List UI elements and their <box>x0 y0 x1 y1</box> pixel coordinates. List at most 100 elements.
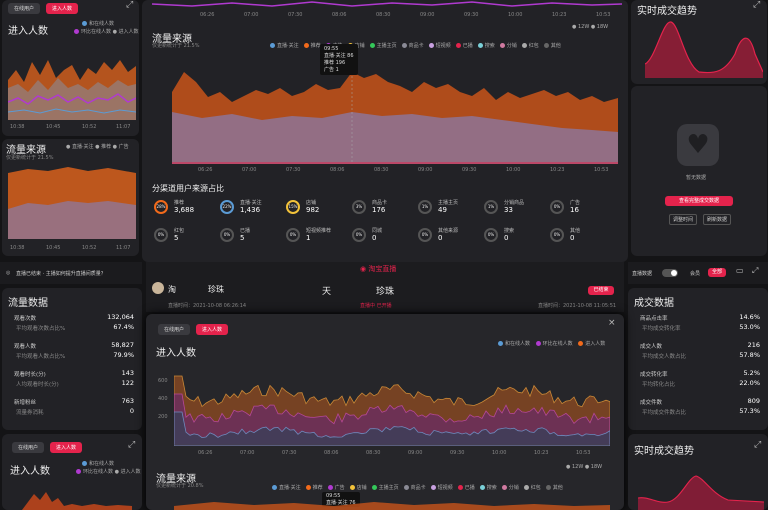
legend-enter: 环比在线人数 ● 进入人数 <box>76 468 141 475</box>
legend-item[interactable]: 短视频 <box>430 485 453 491</box>
x-tick: 06:26 <box>200 12 215 18</box>
modal-title: 进入人数 <box>156 348 196 359</box>
legend-item[interactable]: 红包 <box>521 43 539 49</box>
legend-item[interactable]: 搜索 <box>477 43 495 49</box>
x-tick: 10:52 <box>82 245 97 251</box>
x-tick: 10:45 <box>46 245 61 251</box>
legend-item[interactable]: 推荐 <box>305 485 323 491</box>
live-data-label: 直播数据 <box>632 271 653 277</box>
x-tick: 10:53 <box>576 450 591 456</box>
x-tick: 10:38 <box>10 124 25 130</box>
toggle-switch[interactable] <box>662 269 678 277</box>
store-time: 直播时间：2021-10-08 11:05:51 <box>538 303 617 309</box>
legend-item[interactable]: 商品卡 <box>401 43 424 49</box>
x-tick: 07:30 <box>286 167 301 173</box>
expand-icon[interactable]: ⤢ <box>753 0 761 10</box>
tab-enter[interactable]: 进入人数 <box>196 324 229 335</box>
source-ring <box>220 228 234 242</box>
tab-live-user[interactable]: 在线用户 <box>12 442 45 453</box>
close-icon[interactable]: × <box>608 318 616 328</box>
legend-enter: 环比在线人数 ● 进入人数 <box>74 28 139 35</box>
x-tick: 11:07 <box>116 245 131 251</box>
expand-icon[interactable]: ⤢ <box>754 440 762 450</box>
legend-item[interactable]: 主播主页 <box>369 43 397 49</box>
source-value: 3,688 <box>174 206 195 214</box>
legend-item[interactable]: 商品卡 <box>403 485 426 491</box>
expand-icon[interactable]: ⤢ <box>128 440 136 450</box>
legend-label: 短视频 <box>435 43 451 49</box>
source-pct: 1% <box>421 204 429 209</box>
x-tick: 09:00 <box>408 450 423 456</box>
source-pct: 0% <box>289 232 297 237</box>
y-tick: 600 <box>158 378 168 384</box>
panel-title: 流量数据 <box>8 298 48 309</box>
adjust-time-button[interactable]: 调整时间 <box>669 214 698 225</box>
expand-icon[interactable]: ⤢ <box>752 266 759 275</box>
notice-text: 直播已结束 · 主播如何提升直播间质量？ <box>16 271 106 277</box>
view-full-deal-button[interactable]: 查看完整成交数据 <box>665 196 733 206</box>
legend-label: 推荐 <box>310 43 321 49</box>
source-ring <box>352 200 366 214</box>
expand-icon[interactable]: ⤢ <box>126 0 134 10</box>
legend-item[interactable]: 分销 <box>501 485 519 491</box>
tab-live-user[interactable]: 在线用户 <box>8 3 41 14</box>
source-pct: 1% <box>487 204 495 209</box>
source-pct: 0% <box>553 204 561 209</box>
source-pct: 0% <box>157 232 165 237</box>
toggle-label-a[interactable]: 会员 <box>690 271 701 277</box>
legend-item[interactable]: 其他 <box>545 485 563 491</box>
sources-title: 分渠道用户来源占比 <box>152 184 224 193</box>
tab-live-user[interactable]: 在线用户 <box>158 324 191 335</box>
legend-item[interactable]: 已播 <box>457 485 475 491</box>
legend-label: 搜索 <box>484 43 495 49</box>
source-ring <box>418 200 432 214</box>
tab-enter[interactable]: 进入人数 <box>46 3 79 14</box>
legend-item[interactable]: 推荐 <box>303 43 321 49</box>
flow-data-panel: 流量数据 观看次数 132,064 平均观看次数占比% 67.4% 观看人数 58,827… <box>2 288 142 430</box>
source-subtitle: 仅更新统计于 21.5% <box>152 43 200 49</box>
source-pct: 22% <box>222 204 232 209</box>
status-badge: 已结束 <box>588 286 614 295</box>
settings-icon[interactable]: ▭ <box>736 266 744 275</box>
notice-icon: ◎ <box>6 270 11 276</box>
legend-item[interactable]: 搜索 <box>479 485 497 491</box>
source-legend: ● 直播·关注 ● 推荐 ● 广告 <box>66 144 129 150</box>
metric-label: 流量券消耗 <box>16 410 44 416</box>
tab-enter[interactable]: 进入人数 <box>50 442 83 453</box>
legend-item[interactable]: 分销 <box>499 43 517 49</box>
source-name: 推荐 <box>174 200 185 206</box>
metric-value: 79.9% <box>113 351 134 359</box>
panel-title: 流量来源 <box>6 145 46 156</box>
refresh-data-button[interactable]: 刷新数据 <box>703 214 732 225</box>
legend-item[interactable]: 其他 <box>543 43 561 49</box>
modal-enter-chart <box>174 375 610 446</box>
source-pct: 28% <box>156 204 166 209</box>
legend-item[interactable]: 店铺 <box>349 485 367 491</box>
store-tag: 直播中 已开播 <box>360 303 392 309</box>
legend-label: 商品卡 <box>410 485 426 491</box>
source-ring <box>418 228 432 242</box>
legend-label: 店铺 <box>354 43 365 49</box>
legend-item[interactable]: 直播·关注 <box>270 43 299 49</box>
legend-item[interactable]: 红包 <box>523 485 541 491</box>
host-time: 直播时间：2021-10-08 06:26:14 <box>168 303 247 309</box>
legend-item[interactable]: 直播·关注 <box>272 485 301 491</box>
toggle-label-b[interactable]: 全部 <box>708 268 726 277</box>
legend-label: 其他 <box>550 43 561 49</box>
legend-label: 已播 <box>464 485 475 491</box>
y-tick: 400 <box>158 396 168 402</box>
modal-source-legend: 直播·关注 推荐 广告 店铺 主播主页 商品卡 短视频 已播 搜索 分销 红包 其他 <box>272 474 612 493</box>
source-ring <box>286 228 300 242</box>
right-toggle-bar: 直播数据 会员 全部 ▭ ⤢ <box>628 262 768 284</box>
metric-label: 人均观看时长(分) <box>16 382 59 388</box>
source-pct: 3% <box>355 204 363 209</box>
source-ring <box>154 228 168 242</box>
metric-value: 67.4% <box>113 323 134 331</box>
legend-item[interactable]: 广告 <box>327 485 345 491</box>
legend-item[interactable]: 已播 <box>455 43 473 49</box>
legend-item[interactable]: 主播主页 <box>371 485 399 491</box>
legend-item[interactable]: 短视频 <box>428 43 451 49</box>
x-tick: 10:00 <box>506 167 521 173</box>
panel-title: 进入人数 <box>10 466 50 477</box>
legend-label: 红包 <box>530 485 541 491</box>
